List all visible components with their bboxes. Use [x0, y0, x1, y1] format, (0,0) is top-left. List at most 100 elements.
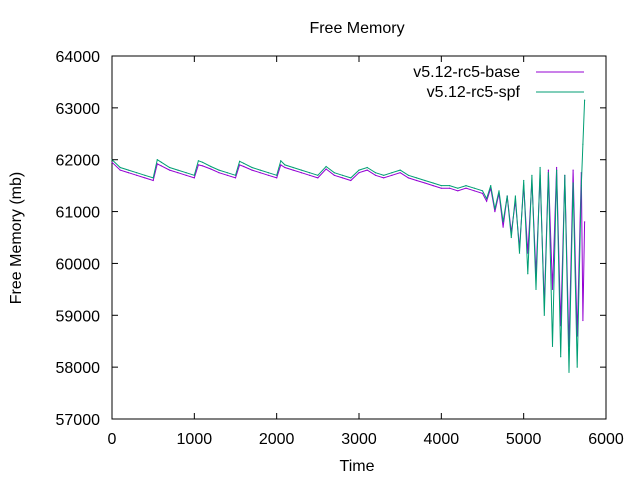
x-tick-label: 3000	[341, 431, 377, 448]
data-point	[144, 177, 146, 179]
data-point	[568, 371, 570, 373]
data-point	[539, 166, 541, 169]
y-tick-label: 59000	[56, 308, 101, 325]
data-point	[185, 172, 187, 174]
data-point	[193, 174, 195, 176]
data-point	[239, 160, 241, 162]
data-point	[432, 185, 434, 187]
data-point	[531, 174, 533, 176]
data-point	[160, 165, 162, 167]
data-point	[560, 356, 562, 358]
data-point	[481, 190, 484, 192]
data-point	[510, 236, 512, 239]
x-tick-label: 5000	[506, 431, 542, 448]
data-point	[136, 172, 138, 174]
data-point	[251, 169, 253, 171]
data-point	[177, 169, 179, 171]
data-point	[177, 172, 179, 174]
data-point	[551, 288, 554, 290]
data-point	[267, 174, 269, 176]
data-point	[119, 169, 121, 171]
data-point	[374, 172, 377, 174]
data-point	[584, 99, 586, 101]
series-v5.12-rc5-base	[111, 161, 586, 347]
data-point	[350, 177, 352, 179]
data-point	[300, 169, 302, 171]
y-tick-label: 61000	[56, 205, 101, 222]
data-point	[457, 190, 459, 192]
data-point	[259, 169, 261, 171]
data-point	[185, 174, 187, 176]
data-point	[317, 174, 319, 176]
data-point	[399, 172, 401, 174]
data-point	[514, 195, 517, 197]
data-point	[547, 172, 550, 174]
data-point	[572, 182, 574, 184]
y-axis-title: Free Memory (mb)	[8, 172, 25, 304]
data-point	[366, 169, 368, 171]
data-point	[391, 172, 393, 174]
data-point	[465, 185, 467, 187]
data-point	[156, 159, 158, 161]
data-point	[309, 172, 311, 174]
data-point	[486, 200, 488, 202]
data-point	[572, 169, 574, 171]
data-point	[584, 221, 586, 223]
data-point	[226, 174, 228, 176]
data-point	[218, 169, 220, 171]
data-point	[226, 172, 228, 174]
data-point	[465, 187, 467, 189]
data-point	[358, 172, 360, 174]
y-tick-label: 63000	[56, 101, 101, 118]
data-point	[556, 166, 558, 169]
data-point	[239, 164, 241, 166]
data-point	[333, 172, 335, 174]
data-point	[424, 182, 426, 184]
data-point	[481, 192, 484, 194]
data-point	[383, 177, 385, 179]
data-point	[169, 169, 171, 171]
data-point	[424, 179, 426, 182]
data-point	[127, 169, 130, 171]
x-tick-label: 1000	[177, 431, 213, 448]
plot-area	[111, 55, 607, 420]
data-point	[391, 174, 393, 176]
data-point	[416, 179, 418, 182]
data-point	[399, 169, 401, 171]
data-point	[502, 221, 504, 223]
data-point	[333, 174, 335, 176]
legend-label: v5.12-rc5-base	[413, 64, 520, 81]
data-point	[457, 187, 459, 189]
data-point	[473, 187, 475, 189]
data-point	[416, 177, 418, 179]
data-point	[136, 174, 138, 176]
x-axis-title: Time	[340, 458, 375, 475]
data-point	[300, 172, 302, 174]
data-point	[502, 226, 504, 228]
data-point	[432, 182, 434, 184]
data-point	[582, 319, 584, 322]
data-point	[276, 177, 278, 179]
legend-label: v5.12-rc5-spf	[427, 84, 521, 101]
data-point	[234, 177, 237, 179]
data-point	[197, 160, 199, 162]
data-point	[234, 174, 237, 176]
data-point	[210, 165, 212, 168]
data-point	[127, 172, 130, 174]
data-point	[383, 174, 385, 176]
data-point	[494, 208, 496, 210]
data-point	[317, 177, 319, 179]
y-tick-label: 64000	[56, 49, 101, 66]
data-point	[576, 366, 578, 368]
data-point	[280, 160, 282, 162]
data-point	[341, 174, 344, 176]
data-point	[160, 161, 162, 163]
data-point	[486, 198, 488, 200]
data-point	[111, 161, 113, 163]
data-point	[556, 169, 558, 171]
data-point	[543, 314, 545, 316]
data-point	[535, 288, 537, 290]
data-point	[523, 179, 525, 182]
data-point	[202, 165, 204, 167]
x-axis: 0 1000 2000 3000 4000 5000 6000	[108, 56, 624, 448]
